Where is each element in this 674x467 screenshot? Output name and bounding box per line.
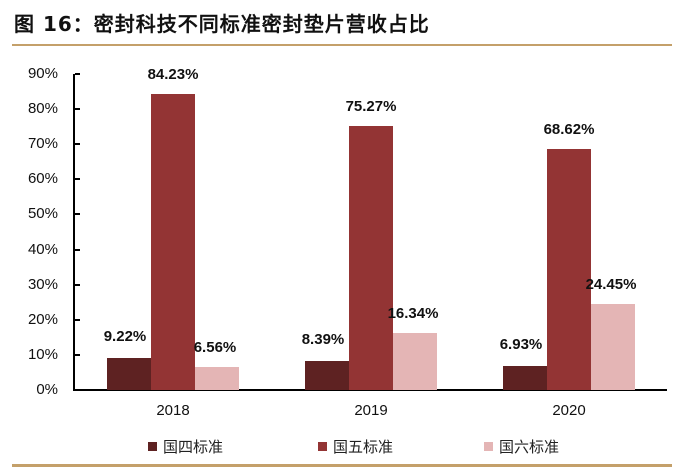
y-tick-label: 80% xyxy=(27,100,58,118)
legend-swatch xyxy=(484,442,493,451)
data-label: 75.27% xyxy=(345,97,397,115)
bar xyxy=(349,125,393,390)
bottom-divider xyxy=(12,464,672,467)
data-label: 8.39% xyxy=(301,330,345,348)
bar xyxy=(591,304,635,390)
bar xyxy=(107,357,151,390)
data-label: 6.56% xyxy=(193,338,237,356)
y-tick-label: 10% xyxy=(27,345,58,363)
y-tick-label: 20% xyxy=(27,310,58,328)
data-label: 16.34% xyxy=(387,304,439,322)
chart-title: 图 16：密封科技不同标准密封垫片营收占比 xyxy=(14,12,430,36)
legend-label: 国五标准 xyxy=(333,438,394,456)
y-axis xyxy=(73,74,75,391)
bar xyxy=(195,366,239,390)
y-tick xyxy=(75,248,80,251)
legend-item-guoliu: 国六标准 xyxy=(484,436,559,457)
legend-label: 国四标准 xyxy=(163,438,224,456)
x-category-label: 2019 xyxy=(354,402,388,419)
bar xyxy=(393,332,437,390)
data-label: 24.45% xyxy=(585,276,637,294)
y-tick xyxy=(75,353,80,356)
legend-label: 国六标准 xyxy=(499,438,560,456)
y-tick xyxy=(75,213,80,216)
data-label: 84.23% xyxy=(147,66,199,84)
legend-item-guosi: 国四标准 xyxy=(148,436,223,457)
legend-swatch xyxy=(148,442,157,451)
y-tick-label: 0% xyxy=(36,381,58,398)
y-tick-label: 60% xyxy=(27,170,58,188)
x-category-label: 2018 xyxy=(156,402,190,419)
legend-swatch xyxy=(318,442,327,451)
bar xyxy=(151,94,195,390)
y-tick-label: 90% xyxy=(27,65,58,82)
y-tick-label: 40% xyxy=(27,240,58,258)
y-tick xyxy=(75,143,80,146)
y-tick xyxy=(75,108,80,111)
y-tick-label: 30% xyxy=(27,275,58,293)
x-category-label: 2020 xyxy=(552,402,586,419)
x-axis xyxy=(73,389,667,391)
data-label: 68.62% xyxy=(543,121,595,139)
y-tick xyxy=(75,283,80,286)
data-label: 9.22% xyxy=(103,327,147,345)
y-tick-label: 50% xyxy=(27,205,58,223)
y-tick-label: 70% xyxy=(27,135,58,153)
bar xyxy=(305,360,349,390)
y-tick xyxy=(75,73,80,75)
y-tick xyxy=(75,178,80,181)
top-divider xyxy=(12,44,672,46)
data-label: 6.93% xyxy=(499,335,543,353)
y-tick xyxy=(75,318,80,321)
bar xyxy=(547,149,591,390)
bar xyxy=(503,365,547,390)
legend-item-guowu: 国五标准 xyxy=(318,436,393,457)
